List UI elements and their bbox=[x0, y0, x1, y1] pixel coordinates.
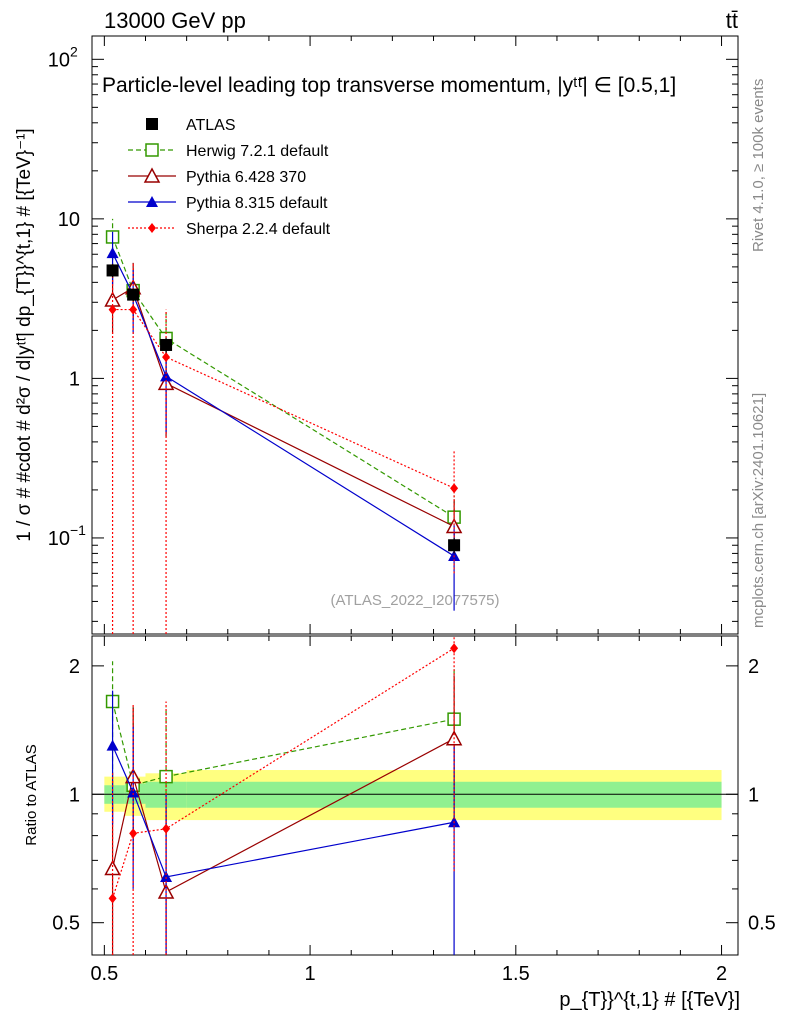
data-point-main bbox=[162, 352, 171, 363]
series-line-main bbox=[112, 286, 455, 528]
data-point-ratio bbox=[129, 828, 138, 839]
series-line-ratio bbox=[112, 647, 455, 899]
data-point-ratio bbox=[104, 859, 121, 876]
legend-label: Herwig 7.2.1 default bbox=[186, 143, 329, 160]
chart-title: Particle-level leading top transverse mo… bbox=[102, 74, 676, 97]
series-line-ratio bbox=[112, 745, 455, 878]
y-tick-exponent: −1 bbox=[70, 522, 86, 538]
legend-marker bbox=[143, 167, 161, 183]
data-point-main bbox=[129, 304, 138, 315]
series-herwig-7-2-1-default bbox=[105, 218, 461, 848]
data-point-ratio bbox=[127, 786, 140, 798]
main-plot-frame bbox=[91, 35, 739, 635]
y-tick-label: 10 bbox=[48, 528, 70, 550]
x-tick-label: 1 bbox=[305, 963, 316, 985]
y-tick-label: 1 bbox=[69, 368, 80, 390]
data-point-main bbox=[108, 304, 117, 315]
y-tick-exponent: 2 bbox=[70, 43, 78, 59]
frames bbox=[91, 35, 739, 956]
series-line-main bbox=[112, 236, 455, 518]
data-point-main bbox=[448, 539, 461, 552]
y-tick-label: 10 bbox=[48, 49, 70, 71]
series-line-main bbox=[112, 308, 455, 489]
ratio-tick-label-right: 2 bbox=[748, 656, 759, 678]
uncertainty-bands bbox=[92, 770, 738, 821]
legend-label: Pythia 6.428 370 bbox=[186, 169, 306, 186]
legend-marker bbox=[145, 143, 159, 157]
data-point-ratio bbox=[106, 739, 119, 751]
data-point-ratio bbox=[160, 870, 173, 882]
data-point-ratio bbox=[162, 823, 171, 834]
data-point-main bbox=[127, 288, 140, 301]
legend-marker bbox=[146, 118, 158, 130]
ratio-tick-label-right: 1 bbox=[748, 784, 759, 806]
process-label: tt̄ bbox=[726, 8, 738, 33]
data-point-ratio bbox=[108, 893, 117, 904]
series-layer bbox=[104, 218, 463, 955]
ratio-plot-frame bbox=[91, 635, 739, 956]
ratio-tick-label-left: 2 bbox=[69, 656, 80, 678]
data-point-main bbox=[160, 370, 173, 382]
data-point-main bbox=[450, 483, 459, 494]
source-label: mcplots.cern.ch [arXiv:2401.10621] bbox=[750, 393, 767, 628]
data-point-main bbox=[160, 338, 173, 351]
legend-marker bbox=[146, 196, 158, 207]
rivet-label: Rivet 4.1.0, ≥ 100k events bbox=[750, 79, 767, 252]
x-tick-label: 2 bbox=[716, 963, 727, 985]
legend-marker bbox=[148, 223, 156, 233]
watermark: (ATLAS_2022_I2077575) bbox=[330, 592, 499, 609]
data-point-main bbox=[106, 264, 119, 277]
ratio-y-axis-label: Ratio to ATLAS bbox=[23, 744, 40, 845]
ratio-tick-label-right: 0.5 bbox=[748, 913, 776, 935]
data-point-ratio bbox=[450, 643, 459, 654]
series-line-ratio bbox=[111, 701, 455, 786]
ratio-tick-label-left: 1 bbox=[69, 784, 80, 806]
ratio-tick-label-left: 0.5 bbox=[52, 913, 80, 935]
legend-label: ATLAS bbox=[186, 117, 236, 134]
legend: ATLAS Herwig 7.2.1 default Pythia 6.428 37… bbox=[128, 117, 331, 238]
x-tick-label: 1.5 bbox=[502, 963, 530, 985]
y-axis-label: 1 / σ # #cdot # d²σ / d|yᵗᵗ̄| dp_{T}}^{t… bbox=[14, 128, 35, 541]
series-line-main bbox=[112, 252, 455, 557]
x-axis-label: p_{T}}^{t,1} # [{TeV}] bbox=[559, 989, 740, 1011]
series-atlas bbox=[106, 264, 461, 554]
legend-label: Pythia 8.315 default bbox=[186, 195, 328, 212]
energy-label: 13000 GeV pp bbox=[104, 8, 246, 33]
legend-label: Sherpa 2.2.4 default bbox=[186, 221, 331, 238]
data-point-ratio bbox=[159, 769, 173, 784]
y-tick-label: 10 bbox=[58, 209, 80, 231]
x-tick-label: 0.5 bbox=[90, 963, 118, 985]
data-point-main bbox=[106, 247, 119, 259]
